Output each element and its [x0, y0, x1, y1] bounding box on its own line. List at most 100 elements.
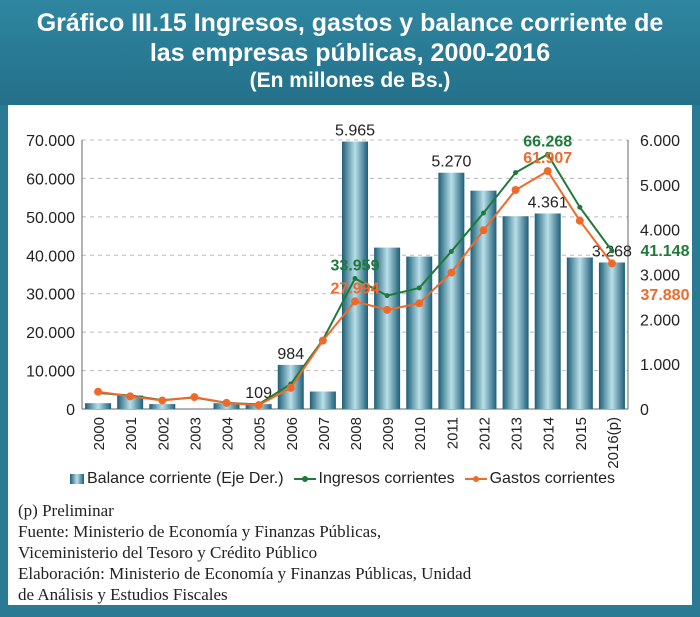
x-tick-label: 2013	[509, 417, 526, 450]
bar-2001	[117, 395, 144, 409]
bar-label: 109	[245, 385, 272, 402]
point	[513, 170, 519, 176]
note-line: Elaboración: Ministerio de Economía y Fi…	[18, 564, 472, 583]
legend-line-swatch	[464, 476, 487, 482]
bar-label: 984	[277, 346, 304, 363]
point	[318, 336, 327, 345]
left-tick-label: 20.000	[26, 325, 75, 342]
legend-item-balance: Balance corriente (Eje Der.)	[70, 470, 284, 488]
x-tick-label: 2007	[316, 417, 333, 450]
x-tick-label: 2016(p)	[605, 417, 622, 469]
x-tick-label: 2009	[380, 417, 397, 450]
left-tick-label: 10.000	[26, 364, 75, 381]
left-tick-label: 50.000	[26, 210, 75, 227]
point	[511, 185, 520, 194]
legend-label: Balance corriente (Eje Der.)	[87, 470, 284, 487]
bar-2010	[406, 256, 433, 409]
chart-subtitle: (En millones de Bs.)	[249, 69, 451, 92]
bar-label: 5.965	[335, 123, 375, 140]
point	[447, 268, 456, 277]
bar-2000	[85, 403, 112, 409]
point	[543, 167, 552, 176]
chart-title: Gráfico III.15 Ingresos, gastos y balanc…	[36, 9, 664, 37]
note-line: de Análisis y Estudios Fiscales	[18, 585, 228, 604]
right-tick-label: 1.000	[640, 357, 680, 374]
right-tick-label: 2.000	[640, 312, 680, 329]
x-tick-label: 2005	[252, 417, 269, 450]
right-tick-label: 0	[640, 402, 649, 419]
legend-item-gastos: Gastos corrientes	[464, 470, 615, 488]
point	[479, 226, 488, 235]
note-line: (p) Preliminar	[18, 501, 114, 520]
right-tick-label: 4.000	[640, 223, 680, 240]
line-label: 37.880	[641, 287, 690, 304]
bar-2008	[342, 141, 368, 410]
legend-label: Ingresos corrientes	[318, 470, 455, 487]
point	[384, 293, 390, 299]
line-label: 33.959	[331, 258, 380, 275]
left-tick-label: 0	[66, 402, 75, 419]
bar-2014	[534, 213, 561, 409]
bar-2009	[374, 247, 401, 409]
point	[94, 387, 103, 396]
x-tick-label: 2001	[123, 417, 140, 450]
bar-2016(p)	[598, 262, 625, 409]
note-line: Viceministerio del Tesoro y Crédito Públ…	[18, 543, 318, 562]
legend-item-ingresos: Ingresos corrientes	[293, 470, 455, 488]
legend-line-swatch	[293, 476, 316, 482]
point	[383, 305, 392, 314]
chart-title-line2: las empresas públicas, 2000-2016	[149, 39, 551, 67]
point	[609, 248, 615, 254]
bar-2013	[502, 216, 529, 409]
x-tick-label: 2015	[573, 417, 590, 450]
point	[254, 401, 263, 410]
right-tick-label: 3.000	[640, 268, 680, 285]
line-label: 27.994	[331, 280, 380, 297]
x-tick-label: 2002	[155, 417, 172, 450]
point	[480, 210, 486, 216]
x-tick-label: 2012	[476, 417, 493, 450]
point	[158, 396, 167, 405]
x-tick-label: 2008	[348, 417, 365, 450]
bar-2011	[438, 172, 465, 409]
notes: (p) Preliminar Fuente: Ministerio de Eco…	[18, 500, 471, 605]
x-tick-label: 2011	[444, 417, 461, 449]
point	[352, 276, 358, 282]
point	[190, 393, 199, 402]
point	[351, 297, 359, 306]
point	[607, 259, 616, 268]
point	[545, 151, 551, 157]
note-line: Fuente: Ministerio de Economía y Finanza…	[18, 522, 382, 541]
legend-label: Gastos corrientes	[489, 470, 615, 487]
legend-bar-swatch	[70, 474, 84, 484]
line-label: 66.268	[523, 133, 572, 150]
bar-label: 5.270	[431, 154, 471, 171]
bar-label: 4.361	[528, 194, 568, 211]
line-label: 41.148	[641, 243, 690, 260]
x-tick-label: 2004	[220, 417, 237, 450]
bar-2007	[309, 391, 336, 409]
bar-2015	[566, 257, 593, 409]
right-tick-label: 5.000	[640, 178, 680, 195]
x-tick-label: 2014	[541, 417, 558, 450]
x-tick-label: 2006	[284, 417, 301, 450]
x-tick-label: 2000	[91, 417, 108, 450]
chart-header: Gráfico III.15 Ingresos, gastos y balanc…	[0, 0, 700, 105]
bar-2002	[149, 404, 176, 409]
x-tick-label: 2010	[412, 417, 429, 450]
point	[448, 248, 454, 254]
point	[575, 216, 584, 225]
point	[286, 383, 295, 392]
left-tick-label: 70.000	[26, 133, 75, 150]
legend: Balance corriente (Eje Der.) Ingresos co…	[70, 470, 615, 488]
left-tick-label: 40.000	[26, 248, 75, 265]
x-tick-label: 2003	[187, 417, 204, 450]
left-tick-label: 60.000	[26, 171, 75, 188]
right-tick-label: 6.000	[640, 133, 680, 150]
point	[416, 285, 422, 291]
left-tick-label: 30.000	[26, 287, 75, 304]
line-label: 61.907	[523, 150, 572, 167]
point	[577, 204, 583, 210]
point	[222, 398, 231, 407]
